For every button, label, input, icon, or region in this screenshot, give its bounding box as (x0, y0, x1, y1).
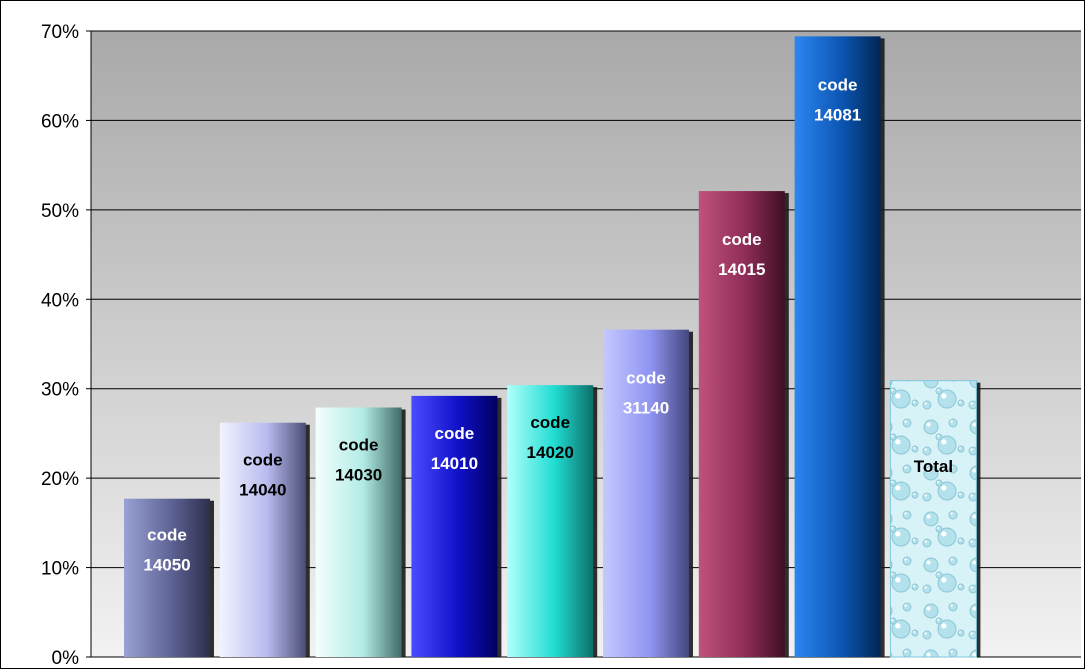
bar-label: 31140 (623, 399, 669, 418)
bar-label: 14050 (143, 556, 190, 575)
bar-code-31140 (603, 329, 689, 657)
bar-label: code (339, 435, 379, 454)
bar-label: code (530, 413, 570, 432)
bar-code-14020 (507, 385, 594, 657)
bar-label: Total (914, 457, 953, 476)
y-tick-label: 60% (41, 111, 79, 132)
bar-code-14010 (411, 395, 498, 657)
bar-code-14040 (219, 422, 306, 657)
y-tick-label: 40% (41, 290, 79, 311)
bar-label: code (818, 75, 858, 94)
bar-total (889, 380, 977, 658)
bar-code-14050 (124, 498, 210, 657)
bar-label: 14015 (718, 260, 765, 279)
bar-code-14015 (698, 191, 785, 657)
bar-code-14081 (794, 36, 881, 657)
y-tick-label: 70% (41, 22, 79, 43)
bar-label: code (435, 424, 475, 443)
bar-label: 14030 (335, 465, 382, 484)
y-tick-label: 20% (41, 469, 79, 490)
bar-label: 14081 (814, 105, 861, 124)
bar-code-14030 (315, 407, 402, 657)
bar-label: code (243, 451, 283, 470)
bar-label: code (147, 526, 187, 545)
y-tick-label: 50% (41, 201, 79, 222)
bar-label: code (722, 230, 762, 249)
y-tick-label: 10% (41, 559, 79, 580)
bar-label: code (626, 369, 666, 388)
y-tick-label: 30% (41, 380, 79, 401)
bar-label: 14010 (431, 454, 478, 473)
bar-label: 14020 (527, 443, 574, 462)
bar-label: 14040 (239, 481, 286, 500)
y-tick-label: 0% (52, 648, 80, 669)
